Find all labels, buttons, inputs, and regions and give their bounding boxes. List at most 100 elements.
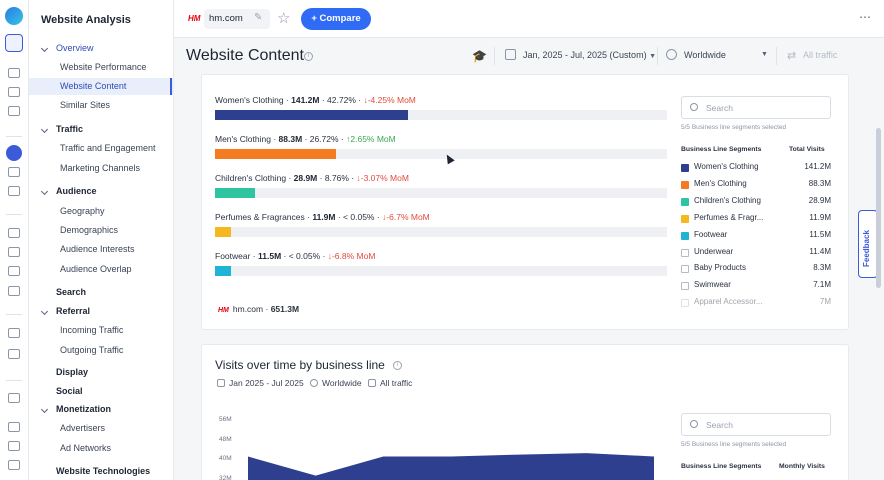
tag-icon[interactable] bbox=[8, 266, 20, 276]
info-icon[interactable]: i bbox=[393, 361, 402, 370]
segment-row[interactable]: Underwear 11.4M bbox=[681, 245, 831, 261]
bar-share: < 0.05% bbox=[288, 251, 321, 261]
bar-name: Women's Clothing bbox=[215, 95, 284, 105]
segment-search-box-2[interactable] bbox=[681, 413, 831, 436]
segment-row[interactable]: Baby Products 8.3M bbox=[681, 261, 831, 277]
globe-icon[interactable] bbox=[8, 167, 20, 177]
segment-value: 141.2M bbox=[804, 162, 831, 171]
date-range-dropdown[interactable]: Jan, 2025 - Jul, 2025 (Custom) ▼ bbox=[523, 50, 656, 60]
checkbox-unchecked[interactable] bbox=[681, 282, 689, 291]
cart-icon[interactable] bbox=[8, 286, 20, 296]
sidebar-item[interactable]: Monetization bbox=[29, 401, 174, 418]
sidebar-item[interactable]: Advertisers bbox=[29, 420, 174, 437]
checkbox-unchecked[interactable] bbox=[681, 248, 689, 257]
sidebar-item[interactable]: Demographics bbox=[29, 222, 174, 239]
bar-name: Children's Clothing bbox=[215, 173, 287, 183]
checkbox-checked[interactable] bbox=[681, 214, 689, 223]
sidebar-item[interactable]: Geography bbox=[29, 203, 174, 220]
sidebar-item[interactable]: Website Content bbox=[29, 78, 174, 95]
bar-change: ↓-3.07% MoM bbox=[356, 173, 409, 183]
bar-name: Men's Clothing bbox=[215, 134, 271, 144]
checkbox-unchecked[interactable] bbox=[681, 299, 689, 308]
segment-search-box[interactable] bbox=[681, 96, 831, 119]
list-icon[interactable] bbox=[8, 247, 20, 257]
segment-value: 8.3M bbox=[813, 263, 831, 273]
sidebar-item[interactable]: Outgoing Traffic bbox=[29, 342, 174, 359]
favorite-star-icon[interactable]: ☆ bbox=[277, 10, 291, 27]
segment-value: 28.9M bbox=[808, 195, 831, 205]
help-icon[interactable] bbox=[8, 441, 20, 451]
segment-search-input-2[interactable] bbox=[706, 418, 824, 432]
website-research-icon[interactable] bbox=[6, 145, 22, 161]
sidebar-item[interactable]: Referral bbox=[29, 303, 174, 320]
segments-selected-note: 5/5 Business line segments selected bbox=[681, 124, 787, 131]
checkbox-checked[interactable] bbox=[681, 197, 689, 206]
dashboard-icon[interactable] bbox=[8, 87, 20, 97]
sidebar-item[interactable]: Overview bbox=[29, 40, 174, 57]
app-rail bbox=[0, 0, 29, 480]
checkbox-checked[interactable] bbox=[681, 164, 689, 172]
sidebar-item[interactable]: Traffic and Engagement bbox=[29, 140, 174, 157]
grid-icon[interactable] bbox=[8, 393, 20, 403]
sidebar-item-label: Traffic and Engagement bbox=[60, 143, 156, 153]
sidebar-item[interactable]: Audience bbox=[29, 183, 174, 200]
site-selector[interactable]: hm.com bbox=[204, 9, 270, 29]
info-icon[interactable]: i bbox=[304, 52, 313, 61]
expand-panel-icon[interactable] bbox=[5, 34, 23, 52]
scrollbar[interactable] bbox=[876, 128, 881, 288]
sidebar-item[interactable]: Ad Networks bbox=[29, 440, 174, 457]
segment-row[interactable]: Women's Clothing 141.2M bbox=[681, 160, 831, 176]
sidebar-item[interactable]: Display bbox=[29, 364, 174, 381]
sidebar-item[interactable]: Website Technologies bbox=[29, 463, 174, 480]
sidebar-item-label: Audience Interests bbox=[60, 244, 135, 254]
sidebar-item-label: Audience Overlap bbox=[60, 264, 132, 274]
notification-icon[interactable] bbox=[8, 422, 20, 432]
more-options-icon[interactable]: ⋯ bbox=[859, 10, 872, 24]
sidebar-item[interactable]: Website Performance bbox=[29, 59, 174, 76]
sparkle-icon[interactable] bbox=[8, 328, 20, 338]
segment-value: 7M bbox=[819, 297, 831, 307]
sidebar-item-label: Website Content bbox=[60, 81, 127, 91]
edit-pencil-icon[interactable]: ✎ bbox=[254, 12, 263, 23]
pie-icon[interactable] bbox=[8, 186, 20, 196]
search-icon bbox=[690, 103, 698, 111]
sidebar-item[interactable]: Traffic bbox=[29, 121, 174, 138]
checkbox-unchecked[interactable] bbox=[681, 265, 689, 274]
rail-divider bbox=[6, 314, 22, 315]
settings-icon[interactable] bbox=[8, 349, 20, 359]
region-dropdown[interactable]: Worldwide bbox=[684, 50, 726, 60]
feedback-tab[interactable]: Feedback bbox=[858, 210, 878, 278]
segment-search-input[interactable] bbox=[706, 101, 824, 115]
sidebar-item[interactable]: Marketing Channels bbox=[29, 160, 174, 177]
app-logo-icon[interactable] bbox=[5, 7, 23, 25]
sidebar-item[interactable]: Similar Sites bbox=[29, 97, 174, 114]
section-title: Visits over time by business line bbox=[215, 358, 385, 372]
trend-icon[interactable] bbox=[8, 106, 20, 116]
building-icon[interactable] bbox=[8, 228, 20, 238]
sidebar-item[interactable]: Audience Overlap bbox=[29, 261, 174, 278]
traffic-dropdown[interactable]: All traffic bbox=[803, 50, 837, 60]
segment-row[interactable]: Footwear 11.5M bbox=[681, 228, 831, 244]
segment-row[interactable]: Apparel Accessor... 7M bbox=[681, 295, 831, 311]
monthly-visits-column-header: Monthly Visits bbox=[779, 463, 825, 470]
segment-row[interactable]: Perfumes & Fragr... 11.9M bbox=[681, 211, 831, 227]
academy-cap-icon[interactable]: 🎓 bbox=[472, 49, 487, 63]
compare-button[interactable]: + Compare bbox=[301, 8, 371, 30]
segment-row[interactable]: Men's Clothing 88.3M bbox=[681, 177, 831, 193]
sidebar-item[interactable]: Audience Interests bbox=[29, 241, 174, 258]
segment-row[interactable]: Children's Clothing 28.9M bbox=[681, 194, 831, 210]
sidebar-item[interactable]: Social bbox=[29, 383, 174, 400]
account-icon[interactable] bbox=[8, 460, 20, 470]
total-row: HM hm.com · 651.3M bbox=[218, 304, 300, 314]
checkbox-checked[interactable] bbox=[681, 231, 689, 240]
home-icon[interactable] bbox=[8, 68, 20, 78]
chevron-down-icon[interactable]: ▼ bbox=[761, 51, 768, 58]
checkbox-checked[interactable] bbox=[681, 180, 689, 189]
sidebar-item[interactable]: Search bbox=[29, 284, 174, 301]
bar-track bbox=[215, 227, 667, 237]
sidebar-item-label: Advertisers bbox=[60, 423, 106, 433]
sidebar-item[interactable]: Incoming Traffic bbox=[29, 322, 174, 339]
calendar-icon bbox=[505, 49, 516, 60]
segment-row[interactable]: Swimwear 7.1M bbox=[681, 278, 831, 294]
bar-track bbox=[215, 149, 667, 159]
